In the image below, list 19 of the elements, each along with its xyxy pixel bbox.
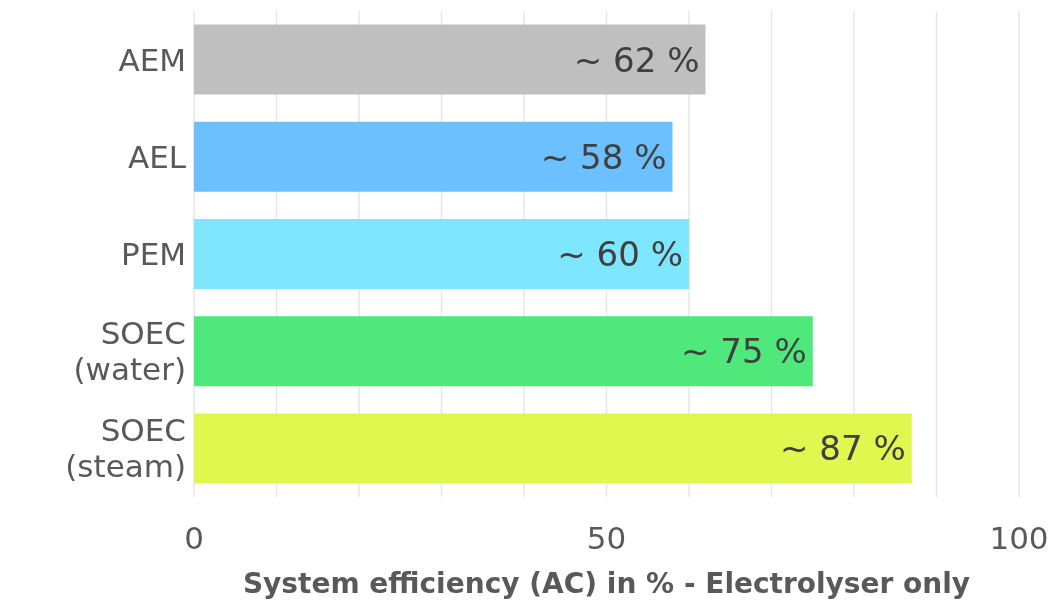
bar [194, 413, 912, 484]
y-tick-label: SOEC (steam) [65, 412, 186, 485]
y-tick-label: SOEC (water) [73, 315, 186, 388]
bar [194, 24, 706, 95]
x-tick-label: 100 [989, 520, 1049, 557]
data-label: ~ 60 % [557, 234, 683, 275]
x-tick-label: 0 [184, 520, 204, 557]
x-axis-title: System efficiency (AC) in % - Electrolyser only [242, 567, 971, 600]
data-label: ~ 75 % [681, 331, 807, 372]
y-tick-label: AEM [118, 41, 186, 78]
y-tick-label: PEM [120, 236, 186, 272]
bar [194, 121, 673, 192]
data-label: ~ 58 % [540, 136, 667, 177]
data-label: ~ 62 % [573, 39, 700, 80]
y-tick-label: AEL [127, 138, 187, 175]
bar [194, 219, 689, 290]
x-tick-label: 50 [586, 520, 627, 557]
bar [194, 316, 813, 387]
data-label: ~ 87 % [780, 428, 906, 469]
